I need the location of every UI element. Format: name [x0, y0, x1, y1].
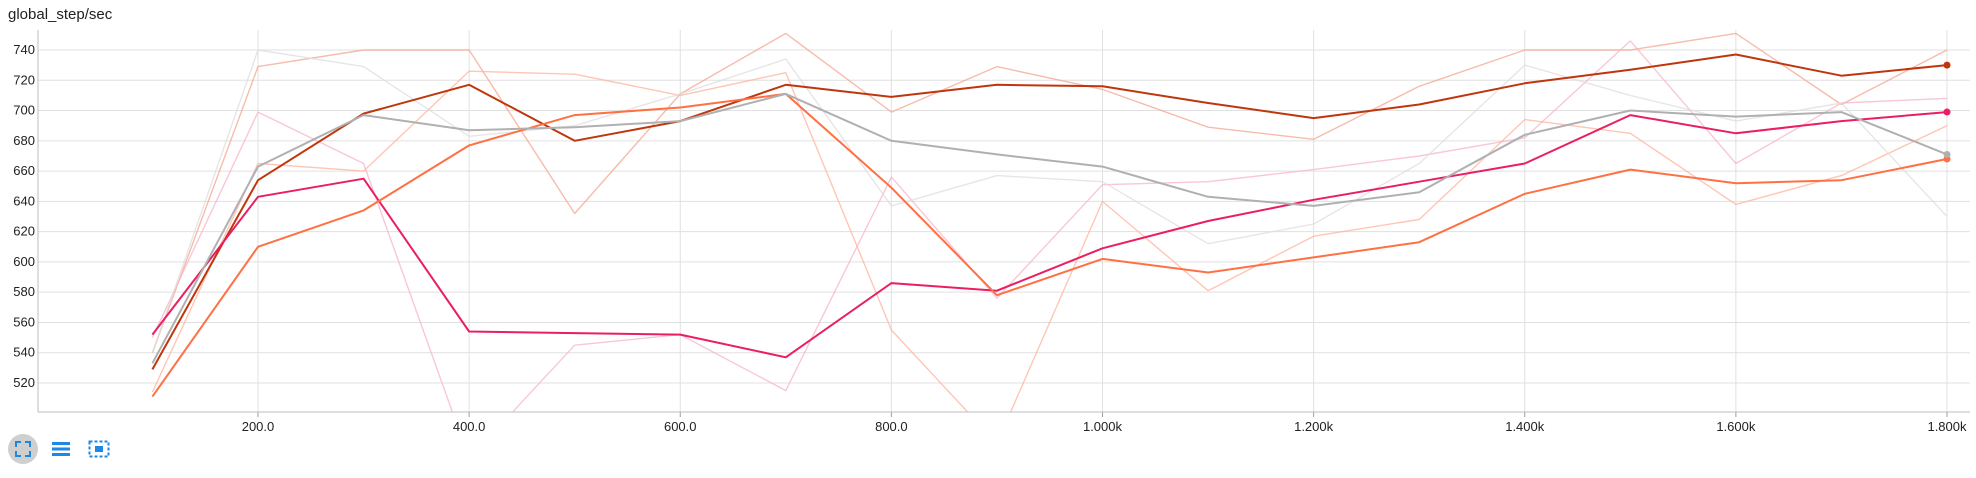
series-end-marker-4 [1943, 150, 1951, 158]
x-tick-label: 800.0 [875, 419, 908, 434]
smoothed-series-line-2[interactable] [151, 111, 1948, 359]
smoothed-series-layer [151, 53, 1948, 398]
raw-series-line-4[interactable] [151, 49, 1948, 353]
grid-layer [38, 30, 1970, 412]
x-tick-label: 1.200k [1294, 419, 1334, 434]
y-tick-label: 740 [13, 42, 35, 57]
list-icon [52, 442, 70, 456]
fullscreen-button[interactable] [8, 434, 38, 464]
x-tick-label: 200.0 [242, 419, 275, 434]
x-tick-label: 1.800k [1927, 419, 1967, 434]
axis-layer [37, 30, 1970, 417]
smoothed-series-line-1[interactable] [151, 53, 1948, 370]
raw-series-line-2[interactable] [151, 40, 1948, 459]
fit-domain-button[interactable] [84, 434, 114, 464]
y-tick-label: 620 [13, 224, 35, 239]
x-tick-label: 600.0 [664, 419, 697, 434]
raw-series-layer [151, 32, 1948, 459]
smoothed-series-line-3[interactable] [151, 92, 1948, 398]
y-tick-label: 720 [13, 72, 35, 87]
x-tick-label: 400.0 [453, 419, 486, 434]
chart-title: global_step/sec [8, 6, 113, 23]
fullscreen-icon [15, 441, 31, 457]
end-marker-layer [1943, 61, 1951, 163]
x-tick-label: 1.600k [1716, 419, 1756, 434]
chart-toolbar [8, 434, 114, 464]
y-tick-label: 680 [13, 133, 35, 148]
smoothed-series-line-4[interactable] [151, 92, 1948, 364]
x-tick-label: 1.000k [1083, 419, 1123, 434]
raw-series-line-1[interactable] [151, 32, 1948, 353]
series-end-marker-2 [1943, 108, 1951, 116]
y-tick-label: 700 [13, 103, 35, 118]
data-table-button[interactable] [46, 434, 76, 464]
fit-domain-icon [88, 440, 110, 458]
y-tick-label: 640 [13, 193, 35, 208]
y-tick-label: 520 [13, 375, 35, 390]
raw-series-line-3[interactable] [151, 70, 1948, 443]
y-tick-label: 540 [13, 345, 35, 360]
x-tick-label: 1.400k [1505, 419, 1545, 434]
y-tick-label: 600 [13, 254, 35, 269]
tick-label-layer: 520 540 560 580 600 620 640 660 680 700 720 740 200.… [13, 42, 1967, 434]
series-end-marker-1 [1943, 61, 1951, 69]
y-tick-label: 660 [13, 163, 35, 178]
y-tick-label: 580 [13, 284, 35, 299]
y-tick-label: 560 [13, 314, 35, 329]
